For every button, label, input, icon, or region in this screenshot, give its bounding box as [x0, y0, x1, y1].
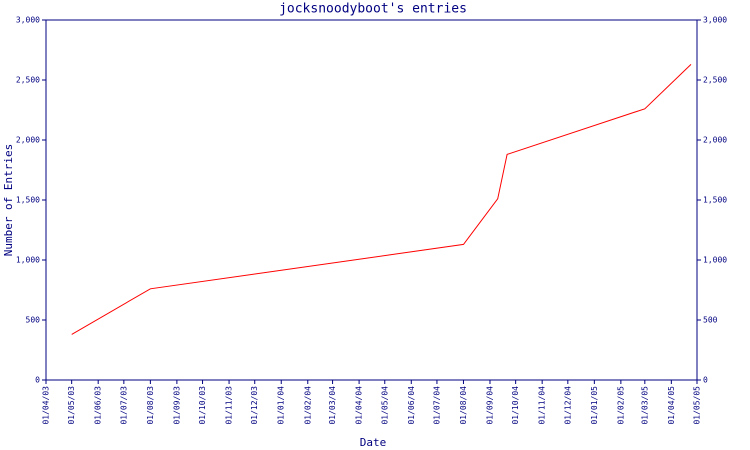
y-tick-label: 2,500	[16, 76, 40, 85]
x-tick-label: 01/09/04	[485, 386, 494, 425]
x-tick-label: 01/01/05	[590, 386, 599, 425]
x-tick-label: 01/08/03	[146, 386, 155, 425]
x-tick-label: 01/06/03	[94, 386, 103, 425]
y2-tick-label: 1,000	[703, 256, 727, 265]
x-tick-label: 01/01/04	[277, 386, 286, 425]
y-tick-label: 2,000	[16, 136, 40, 145]
x-tick-label: 01/05/04	[380, 386, 389, 425]
y-tick-label: 1,500	[16, 196, 40, 205]
y-tick-label: 500	[26, 316, 41, 325]
chart-title: jocksnoodyboot's entries	[279, 2, 467, 17]
x-tick-label: 01/10/03	[198, 386, 207, 425]
x-tick-label: 01/02/05	[616, 386, 625, 425]
x-tick-label: 01/02/04	[303, 386, 312, 425]
x-tick-label: 01/03/05	[640, 386, 649, 425]
y2-tick-label: 0	[703, 376, 708, 385]
y-tick-label: 1,000	[16, 256, 40, 265]
x-tick-label: 01/10/04	[511, 386, 520, 425]
x-tick-label: 01/09/03	[172, 386, 181, 425]
x-tick-label: 01/05/05	[693, 386, 702, 425]
plot-frame	[45, 19, 698, 381]
x-tick-label: 01/07/04	[432, 386, 441, 425]
x-tick-label: 01/11/03	[225, 386, 234, 425]
x-tick-label: 01/07/03	[119, 386, 128, 425]
y-tick-label: 0	[35, 376, 40, 385]
x-tick-label: 01/12/03	[250, 386, 259, 425]
x-tick-label: 01/08/04	[459, 386, 468, 425]
x-axis-label: Date	[360, 436, 387, 449]
x-tick-label: 01/12/04	[563, 386, 572, 425]
data-line	[71, 64, 692, 335]
y2-tick-label: 2,000	[703, 136, 727, 145]
x-tick-label: 01/04/04	[355, 386, 364, 425]
y2-tick-label: 3,000	[703, 16, 727, 25]
y2-tick-label: 1,500	[703, 196, 727, 205]
x-tick-label: 01/03/04	[328, 386, 337, 425]
x-tick-label: 01/04/05	[667, 386, 676, 425]
y-axis-label: Number of Entries	[2, 144, 15, 257]
y2-tick-label: 500	[703, 316, 718, 325]
x-tick-label: 01/05/03	[67, 386, 76, 425]
x-tick-label: 01/11/04	[538, 386, 547, 425]
y2-tick-label: 2,500	[703, 76, 727, 85]
x-tick-label: 01/04/03	[42, 386, 51, 425]
x-tick-label: 01/06/04	[407, 386, 416, 425]
y-tick-label: 3,000	[16, 16, 40, 25]
